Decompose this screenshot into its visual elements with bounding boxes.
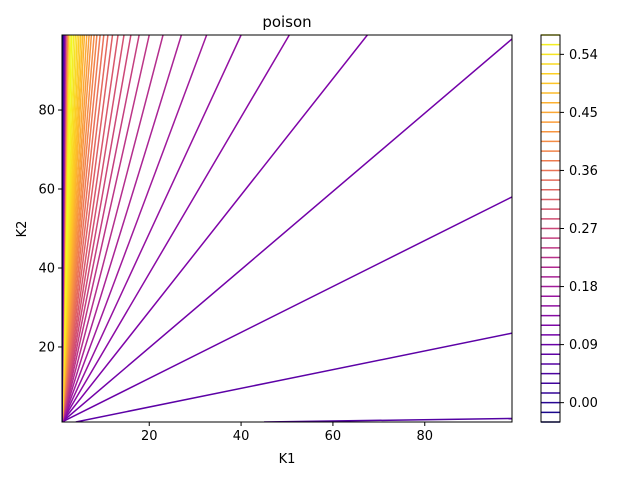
contour-line bbox=[62, 35, 114, 422]
x-tick-label: 60 bbox=[325, 429, 342, 444]
colorbar-ticks: 0.00 0.09 0.18 0.27 0.36 0.45 0.54 bbox=[560, 48, 598, 411]
contour-line bbox=[62, 35, 164, 422]
colorbar-tick-label: 0.18 bbox=[569, 280, 598, 295]
colorbar-tick-label: 0.45 bbox=[569, 106, 598, 121]
plot-frame bbox=[61, 34, 513, 423]
contour-line bbox=[62, 38, 512, 422]
contour-lines bbox=[62, 35, 512, 422]
colorbar-levels bbox=[541, 34, 560, 423]
contour-line bbox=[62, 35, 125, 422]
y-tick-label: 40 bbox=[38, 261, 55, 276]
x-axis-label: K1 bbox=[279, 452, 296, 467]
colorbar-tick-label: 0.00 bbox=[569, 396, 598, 411]
contour-line bbox=[62, 35, 132, 422]
x-tick-label: 20 bbox=[141, 429, 158, 444]
x-axis-ticks: 20 40 60 80 bbox=[141, 422, 433, 444]
y-axis-label: K2 bbox=[15, 221, 30, 238]
chart-title: poison bbox=[262, 13, 311, 31]
contour-line bbox=[62, 196, 512, 422]
colorbar-tick-label: 0.54 bbox=[569, 48, 598, 63]
contour-line bbox=[62, 35, 290, 422]
colorbar: 0.00 0.09 0.18 0.27 0.36 0.45 0.54 bbox=[540, 34, 598, 423]
x-tick-label: 80 bbox=[416, 429, 433, 444]
contour-line bbox=[62, 35, 368, 422]
colorbar-tick-label: 0.09 bbox=[569, 338, 598, 353]
contour-line bbox=[264, 417, 512, 422]
x-tick-label: 40 bbox=[233, 429, 250, 444]
y-tick-label: 60 bbox=[38, 183, 55, 198]
colorbar-tick-label: 0.36 bbox=[569, 164, 598, 179]
y-tick-label: 80 bbox=[38, 104, 55, 119]
contour-line bbox=[62, 35, 208, 422]
contour-line bbox=[62, 35, 140, 422]
contour-line bbox=[62, 35, 242, 422]
contour-line bbox=[62, 35, 183, 422]
contour-line bbox=[62, 35, 150, 422]
colorbar-tick-label: 0.27 bbox=[569, 222, 598, 237]
contour-line bbox=[75, 332, 512, 422]
contour-line bbox=[62, 35, 119, 422]
y-tick-label: 20 bbox=[38, 340, 55, 355]
y-axis-ticks: 20 40 60 80 bbox=[38, 104, 62, 355]
